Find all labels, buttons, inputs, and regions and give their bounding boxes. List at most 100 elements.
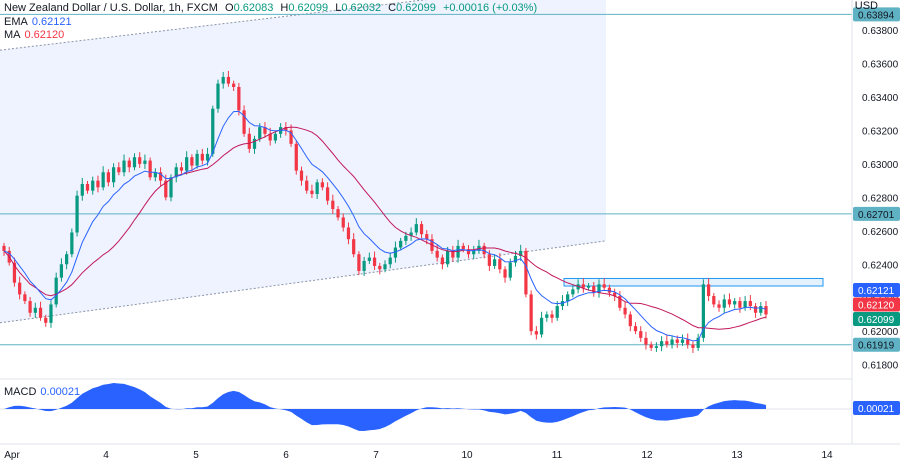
- candle-body: [237, 86, 241, 111]
- candle-body: [190, 157, 194, 166]
- candle-body: [65, 254, 69, 265]
- candle-body: [148, 160, 152, 178]
- candle-body: [487, 254, 492, 266]
- ema-line: [3, 110, 767, 342]
- candle-body: [717, 304, 721, 308]
- candle-body: [169, 177, 173, 198]
- candle-body: [185, 157, 189, 171]
- candle-body: [200, 153, 204, 161]
- time-tick-label: Apr: [4, 450, 20, 461]
- candle-body: [691, 344, 695, 348]
- candle-body: [654, 346, 659, 348]
- price-change: +0.00016 (+0.03%): [442, 2, 538, 14]
- candle-body: [174, 167, 178, 178]
- candle-body: [336, 209, 340, 218]
- channel-fill: [0, 0, 606, 323]
- candle-body: [372, 257, 377, 266]
- candle-body: [325, 187, 330, 201]
- candle-body: [748, 301, 752, 307]
- candle-body: [764, 306, 768, 315]
- candle-body: [633, 326, 638, 332]
- candle-body: [592, 286, 596, 293]
- ma-line: [3, 126, 767, 330]
- candle-body: [618, 296, 622, 308]
- candle-body: [482, 245, 486, 255]
- ma-label: MA: [4, 29, 21, 41]
- candle-body: [70, 232, 74, 255]
- candle-body: [534, 331, 538, 335]
- candle-body: [498, 259, 502, 270]
- candle-body: [404, 235, 408, 241]
- candle-body: [138, 157, 142, 164]
- candle-body: [18, 282, 22, 295]
- candle-body: [492, 259, 497, 266]
- level-badge: [853, 337, 900, 352]
- candle-body: [211, 108, 215, 154]
- time-tick-label: 7: [373, 450, 379, 461]
- candle-body: [576, 284, 580, 290]
- ma-value: 0.62120: [24, 29, 65, 41]
- candle-body: [268, 133, 272, 141]
- ema-legend[interactable]: EMA 0.62121: [4, 16, 76, 29]
- candle-body: [613, 292, 617, 297]
- candle-body: [59, 264, 64, 278]
- price-tick-label: 0.61800: [862, 361, 899, 372]
- candle-body: [232, 83, 236, 87]
- candle-body: [117, 167, 121, 173]
- candle-body: [383, 264, 387, 270]
- candle-body: [586, 286, 591, 288]
- candle-body: [659, 341, 664, 347]
- candle-body: [753, 306, 758, 313]
- candle-body: [675, 339, 679, 343]
- candle-body: [96, 180, 100, 188]
- candle-body: [195, 153, 199, 166]
- candle-body: [508, 262, 512, 278]
- candle-body: [571, 289, 575, 295]
- candle-body: [38, 307, 43, 318]
- candle-body: [399, 240, 403, 248]
- candle-body: [2, 245, 6, 251]
- candle-body: [49, 304, 53, 323]
- candle-body: [680, 339, 685, 343]
- candle-body: [221, 76, 225, 84]
- candle-body: [346, 227, 351, 240]
- candle-body: [665, 341, 669, 345]
- level-badge-label: 0.62701: [858, 210, 895, 221]
- candle-body: [639, 331, 643, 338]
- macd-legend[interactable]: MACD 0.00021: [4, 386, 84, 399]
- candle-body: [153, 172, 157, 178]
- candle-body: [466, 249, 471, 255]
- price-tick-label: 0.63400: [862, 93, 899, 104]
- candle-body: [393, 247, 398, 258]
- candle-body: [258, 127, 262, 139]
- price-tick-label: 0.62800: [862, 193, 899, 204]
- candle-body: [54, 277, 58, 305]
- candle-body: [435, 250, 439, 258]
- candle-body: [315, 182, 319, 195]
- ohlc-close: C0.62099: [388, 2, 436, 14]
- candle-body: [352, 239, 356, 255]
- candle-body: [555, 306, 559, 318]
- macd-value: 0.00021: [40, 386, 81, 398]
- candle-body: [143, 160, 147, 164]
- candle-body: [111, 167, 116, 183]
- candle-body: [440, 257, 445, 265]
- candle-body: [414, 224, 418, 233]
- candle-body: [205, 153, 210, 161]
- candle-body: [727, 299, 732, 305]
- candle-body: [284, 127, 288, 131]
- candle-body: [263, 127, 267, 134]
- candle-body: [299, 170, 304, 181]
- candle-body: [425, 234, 429, 240]
- price-badge-label: 0.62099: [858, 315, 895, 326]
- level-badge-label: 0.63894: [858, 10, 895, 21]
- candle-body: [733, 301, 737, 305]
- candle-body: [503, 269, 507, 278]
- ma-legend[interactable]: MA 0.62120: [4, 29, 68, 42]
- symbol-legend: New Zealand Dollar / U.S. Dollar, 1h, FX…: [4, 2, 541, 15]
- candle-body: [581, 284, 585, 288]
- candle-body: [273, 133, 278, 141]
- price-badge-label: 0.62120: [858, 301, 895, 312]
